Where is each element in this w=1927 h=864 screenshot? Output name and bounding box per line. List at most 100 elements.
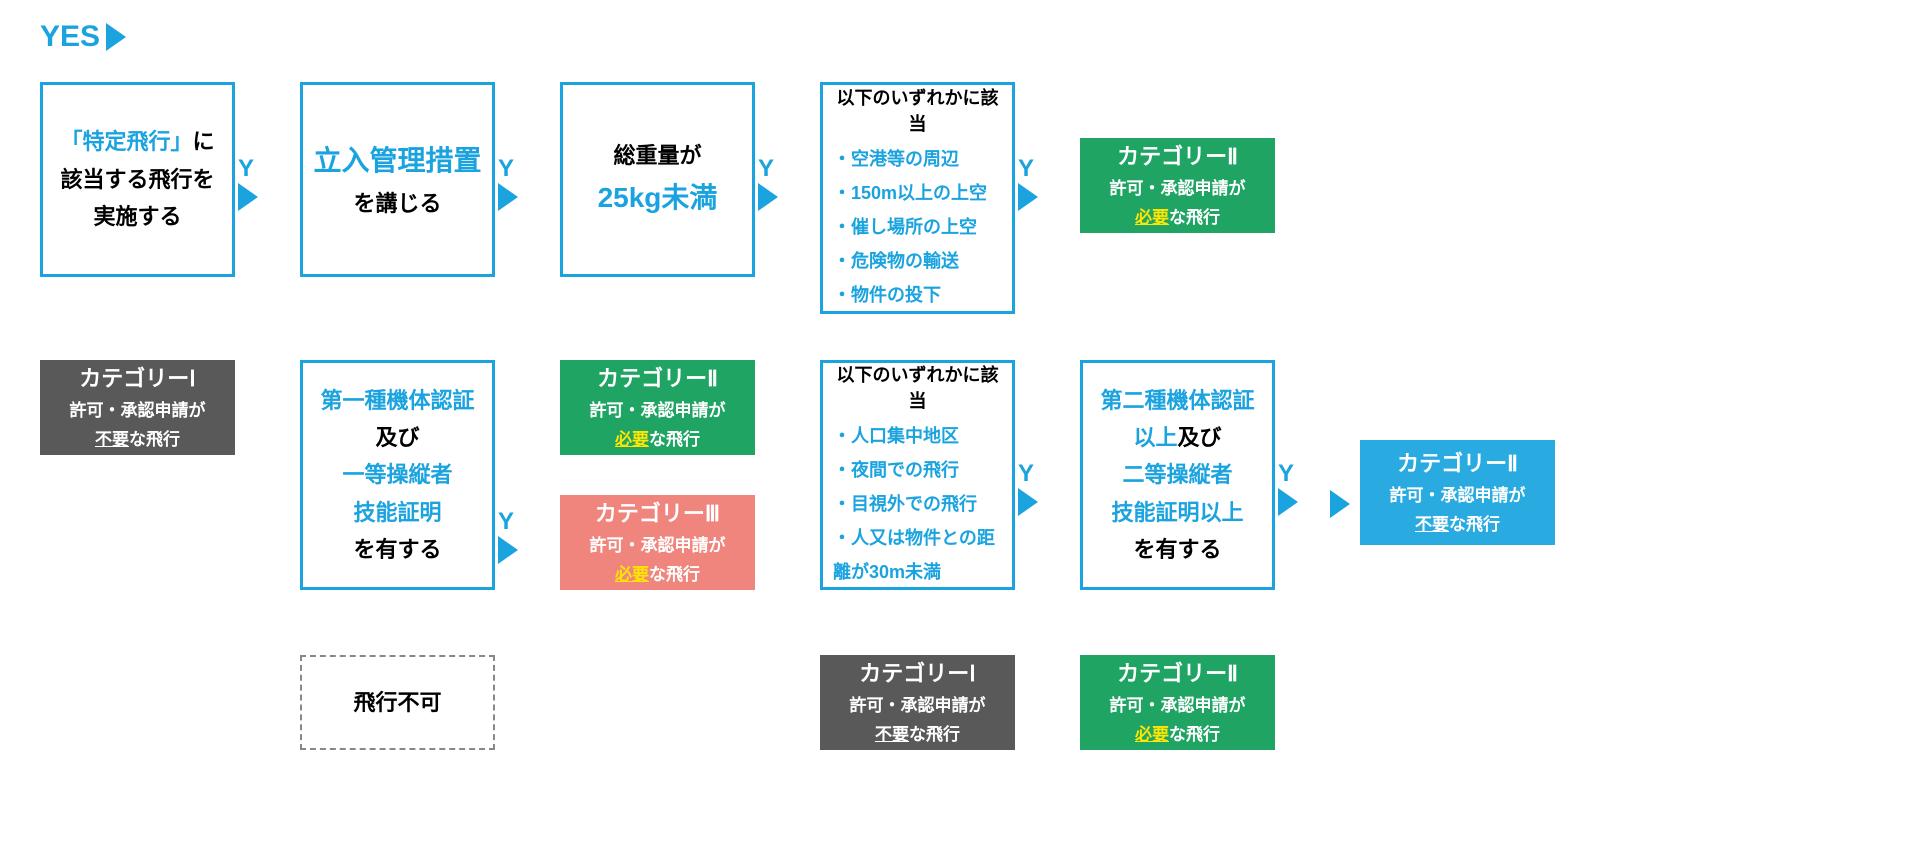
b_cat1_gray_left-text: な飛行: [129, 430, 180, 449]
bullet-icon: ・: [833, 251, 851, 271]
b_cat2_green_top-text: 許可・承認申請が: [1110, 179, 1246, 198]
b_cat2_green_bottom-text: 必要: [1135, 725, 1169, 744]
b_conditions_a-list-item-text: 150m以上の上空: [851, 183, 987, 203]
b_access_mgmt: 立入管理措置を講じる: [300, 82, 495, 277]
flow-arrow-label: Y: [498, 508, 514, 536]
b_cat1_gray_bottom-text: カテゴリーⅠ: [859, 661, 976, 686]
b_first_cert-text: 技能証明: [353, 500, 441, 525]
b_conditions_b-list-item-text: 人又は物件との距離が30m未満: [833, 528, 995, 582]
b_first_cert: 第一種機体認証及び一等操縦者技能証明を有する: [300, 360, 495, 590]
b_cat1_gray_left-line: 許可・承認申請が: [70, 397, 206, 426]
b_cat2_blue_right-text: 不要: [1415, 515, 1449, 534]
b_second_cert-line: 以上及び: [1133, 419, 1221, 456]
b_cat2_green_top-text: カテゴリーⅡ: [1117, 144, 1238, 169]
b_first_cert-line: 技能証明: [353, 494, 441, 531]
b_cat3_red-line: 必要な飛行: [615, 561, 700, 590]
b_cat3_red-text: な飛行: [649, 565, 700, 584]
b_cat3_red-text: 必要: [615, 565, 649, 584]
b_cat2_green_mid: カテゴリーⅡ許可・承認申請が必要な飛行: [560, 360, 755, 455]
b_specific_flight-text: 「特定飛行」: [60, 129, 192, 154]
b_specific_flight-line: 「特定飛行」に: [60, 123, 214, 160]
flow-arrow-a5: Y: [1018, 460, 1038, 516]
bullet-icon: ・: [833, 528, 851, 548]
b_access_mgmt-line: を講じる: [353, 185, 441, 222]
b_cat3_red-line: カテゴリーⅢ: [595, 495, 720, 532]
b_cat3_red: カテゴリーⅢ許可・承認申請が必要な飛行: [560, 495, 755, 590]
b_cat1_gray_left-line: 不要な飛行: [95, 426, 180, 455]
b_weight-line: 総重量が: [613, 137, 701, 174]
b_second_cert-text: を有する: [1133, 537, 1221, 562]
flow-arrow-label: Y: [1278, 460, 1294, 488]
b_first_cert-text: を有する: [353, 537, 441, 562]
b_second_cert-line: 二等操縦者: [1122, 456, 1232, 493]
b_conditions_a-list-item-text: 危険物の輸送: [851, 251, 959, 271]
b_cat2_green_mid-text: 許可・承認申請が: [590, 401, 726, 420]
b_cat1_gray_left: カテゴリーⅠ 許可・承認申請が不要な飛行: [40, 360, 235, 455]
b_cat2_blue_right-line: 許可・承認申請が: [1390, 482, 1526, 511]
b_conditions_a-list: ・空港等の周辺・150m以上の上空・催し場所の上空・危険物の輸送・物件の投下: [833, 142, 1002, 313]
b_first_cert-text: 第一種機体認証: [320, 388, 474, 413]
b_conditions_a: 以下のいずれかに該当・空港等の周辺・150m以上の上空・催し場所の上空・危険物の…: [820, 82, 1015, 314]
arrow-right-icon: [1278, 488, 1298, 516]
bullet-icon: ・: [833, 426, 851, 446]
bullet-icon: ・: [833, 149, 851, 169]
b_cat2_green_mid-line: 必要な飛行: [615, 426, 700, 455]
b_conditions_a-list-item-text: 空港等の周辺: [851, 149, 959, 169]
b_cat1_gray_left-text: 不要: [95, 430, 129, 449]
b_cat2_green_top-line: 許可・承認申請が: [1110, 175, 1246, 204]
flow-arrow-a1: Y: [498, 155, 518, 211]
b_conditions_b-list-item-text: 夜間での飛行: [851, 460, 959, 480]
flow-arrow-label: Y: [498, 155, 514, 183]
b_conditions_b-head: 以下のいずれかに該当: [833, 361, 1002, 413]
yes-legend: YES: [40, 20, 126, 54]
b_cat1_gray_left-line: カテゴリーⅠ: [79, 360, 196, 397]
b_cat2_green_bottom: カテゴリーⅡ許可・承認申請が必要な飛行: [1080, 655, 1275, 750]
b_cat2_green_bottom-text: 許可・承認申請が: [1110, 696, 1246, 715]
b_second_cert-line: 第二種機体認証: [1100, 382, 1254, 419]
b_first_cert-text: 一等操縦者: [342, 462, 452, 487]
b_second_cert-text: 技能証明以上: [1111, 500, 1243, 525]
arrow-right-icon: [498, 536, 518, 564]
bullet-icon: ・: [833, 217, 851, 237]
b_conditions_a-list-item: ・物件の投下: [833, 278, 1002, 312]
b_cat1_gray_bottom-text: 不要: [875, 725, 909, 744]
arrow-right-icon: [1330, 490, 1350, 518]
b_specific_flight-line: 実施する: [93, 198, 181, 235]
b_cat2_blue_right-text: な飛行: [1449, 515, 1500, 534]
b_specific_flight: 「特定飛行」に該当する飛行を実施する: [40, 82, 235, 277]
b_cat2_green_bottom-text: カテゴリーⅡ: [1117, 661, 1238, 686]
arrow-right-icon: [1018, 488, 1038, 516]
b_cat2_blue_right-text: カテゴリーⅡ: [1397, 451, 1518, 476]
b_conditions_b: 以下のいずれかに該当・人口集中地区・夜間での飛行・目視外での飛行・人又は物件との…: [820, 360, 1015, 590]
b_cat2_green_bottom-line: 許可・承認申請が: [1110, 692, 1246, 721]
b_cat2_green_mid-text: な飛行: [649, 430, 700, 449]
b_weight-text: 総重量が: [613, 143, 701, 168]
b_conditions_b-list-item: ・目視外での飛行: [833, 487, 1002, 521]
b_conditions_a-list-item: ・催し場所の上空: [833, 210, 1002, 244]
bullet-icon: ・: [833, 460, 851, 480]
b_no_flight-text: 飛行不可: [353, 690, 441, 715]
b_cat2_green_bottom-line: カテゴリーⅡ: [1117, 655, 1238, 692]
bullet-icon: ・: [833, 494, 851, 514]
yes-legend-label: YES: [40, 20, 100, 54]
flow-arrow-label: Y: [238, 155, 254, 183]
flow-arrow-a2: Y: [758, 155, 778, 211]
yes-legend-arrow-icon: [106, 23, 126, 51]
b_second_cert: 第二種機体認証以上及び二等操縦者技能証明以上を有する: [1080, 360, 1275, 590]
b_conditions_b-list: ・人口集中地区・夜間での飛行・目視外での飛行・人又は物件との距離が30m未満: [833, 419, 1002, 590]
b_cat2_green_top-text: な飛行: [1169, 208, 1220, 227]
b_cat2_blue_right-line: 不要な飛行: [1415, 511, 1500, 540]
b_access_mgmt-line: 立入管理措置: [313, 137, 481, 185]
b_cat2_blue_right-line: カテゴリーⅡ: [1397, 445, 1518, 482]
b_first_cert-line: 及び: [375, 419, 419, 456]
b_conditions_b-list-item: ・人口集中地区: [833, 419, 1002, 453]
b_cat1_gray_bottom-line: 許可・承認申請が: [850, 692, 986, 721]
b_cat2_green_mid-line: 許可・承認申請が: [590, 397, 726, 426]
b_cat1_gray_left-text: 許可・承認申請が: [70, 401, 206, 420]
b_specific_flight-text: 実施する: [93, 204, 181, 229]
b_conditions_b-list-item: ・夜間での飛行: [833, 453, 1002, 487]
b_first_cert-line: 第一種機体認証: [320, 382, 474, 419]
b_second_cert-line: を有する: [1133, 531, 1221, 568]
b_cat1_gray_left-text: カテゴリーⅠ: [79, 366, 196, 391]
flow-arrow-label: Y: [1018, 155, 1034, 183]
